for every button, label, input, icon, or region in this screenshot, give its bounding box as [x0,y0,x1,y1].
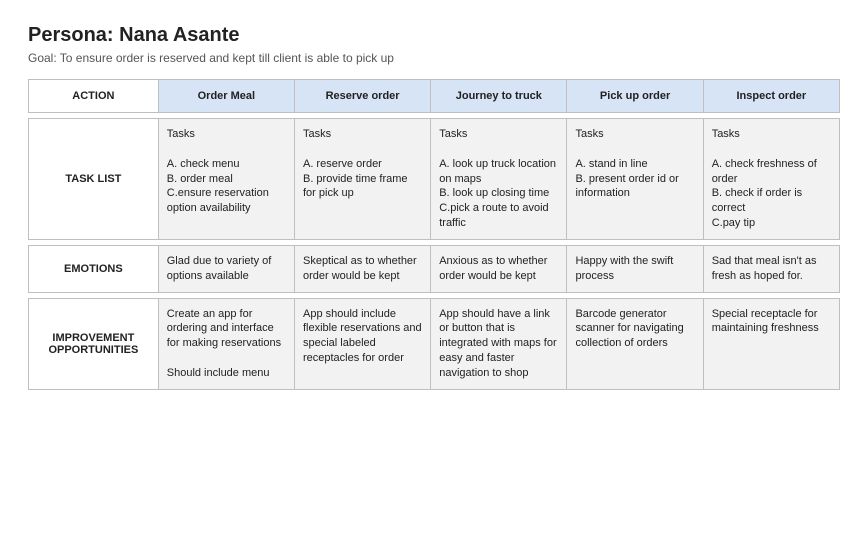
persona-title: Persona: Nana Asante [28,24,840,47]
row-header: IMPROVEMENT OPPORTUNITIES [29,298,159,389]
cell: Special receptacle for maintaining fresh… [703,298,839,389]
action-header: ACTION [29,80,159,113]
cell: Sad that meal isn't as fresh as hoped fo… [703,245,839,292]
persona-goal: Goal: To ensure order is reserved and ke… [28,51,840,65]
row-header: EMOTIONS [29,245,159,292]
cell: App should include flexible reservations… [294,298,430,389]
table-row-tasklist: TASK LIST Tasks A. check menu B. order m… [29,119,840,240]
stage-header: Order Meal [158,80,294,113]
cell: Create an app for ordering and interface… [158,298,294,389]
stage-header: Pick up order [567,80,703,113]
stage-header: Inspect order [703,80,839,113]
table-row-improvements: IMPROVEMENT OPPORTUNITIES Create an app … [29,298,840,389]
row-header: TASK LIST [29,119,159,240]
cell: Skeptical as to whether order would be k… [294,245,430,292]
cell: Tasks A. check menu B. order meal C.ensu… [158,119,294,240]
header-row: ACTION Order Meal Reserve order Journey … [29,80,840,113]
journey-map-table: ACTION Order Meal Reserve order Journey … [28,79,840,390]
cell: Tasks A. check freshness of order B. che… [703,119,839,240]
cell: Glad due to variety of options available [158,245,294,292]
cell: Happy with the swift process [567,245,703,292]
table-row-emotions: EMOTIONS Glad due to variety of options … [29,245,840,292]
cell: Tasks A. look up truck location on maps … [431,119,567,240]
cell: Tasks A. reserve order B. provide time f… [294,119,430,240]
stage-header: Journey to truck [431,80,567,113]
cell: Tasks A. stand in line B. present order … [567,119,703,240]
cell: Barcode generator scanner for navigating… [567,298,703,389]
stage-header: Reserve order [294,80,430,113]
cell: Anxious as to whether order would be kep… [431,245,567,292]
cell: App should have a link or button that is… [431,298,567,389]
